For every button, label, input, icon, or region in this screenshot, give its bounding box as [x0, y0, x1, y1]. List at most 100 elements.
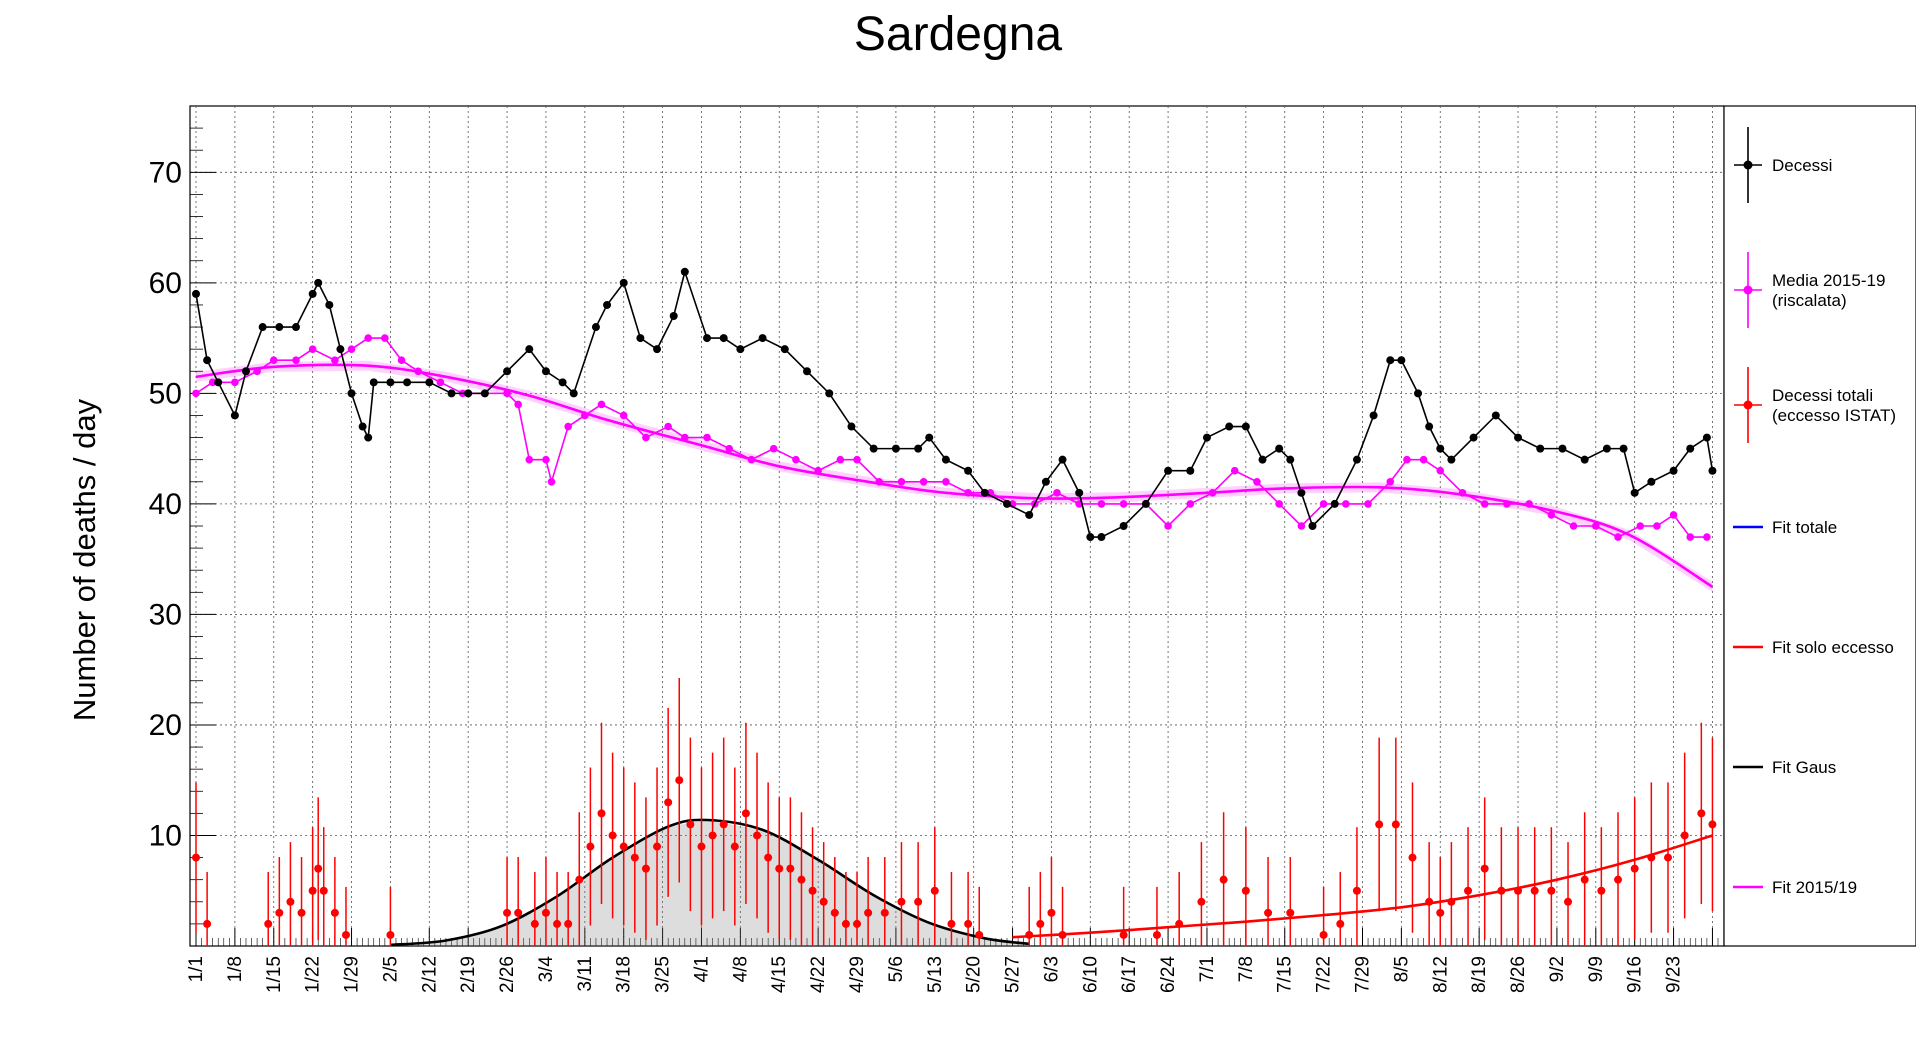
decessi-point: [1097, 533, 1106, 542]
media-2015-19-point: [1208, 489, 1217, 497]
eccesso-point: [541, 908, 550, 917]
eccesso-point: [1319, 930, 1328, 939]
fit-2015-19-band: [196, 360, 1713, 592]
x-tick-label: 6/10: [1080, 956, 1101, 993]
eccesso-point: [1597, 886, 1606, 895]
decessi-point: [1536, 444, 1545, 453]
x-tick-label: 1/22: [303, 956, 324, 993]
decessi-point: [914, 444, 923, 453]
y-tick-label: 50: [149, 377, 182, 410]
x-tick-label: 9/23: [1664, 956, 1685, 993]
eccesso-point: [264, 919, 273, 928]
decessi-point: [275, 323, 284, 332]
legend-label: Fit Gaus: [1772, 758, 1836, 777]
eccesso-point: [330, 908, 339, 917]
decessi-point: [603, 300, 612, 309]
x-tick-label: 4/8: [730, 956, 751, 982]
eccesso-point: [1547, 886, 1556, 895]
grid-lines: [190, 106, 1724, 946]
decessi-point: [447, 389, 456, 398]
media-2015-19-point: [1297, 522, 1306, 530]
x-tick-label: 9/2: [1547, 956, 1568, 982]
eccesso-point: [641, 864, 650, 873]
decessi-point: [591, 323, 600, 332]
media-2015-19-point: [542, 455, 550, 464]
eccesso-point: [553, 919, 562, 928]
eccesso-point: [786, 864, 795, 873]
x-tick-label: 8/19: [1469, 956, 1490, 993]
media-2015-19-point: [253, 367, 261, 376]
eccesso-point: [741, 809, 750, 818]
media-2015-19-point: [397, 356, 406, 365]
x-tick-label: 1/1: [186, 956, 207, 982]
eccesso-point: [1197, 897, 1206, 906]
eccesso-point: [947, 919, 956, 928]
x-tick-label: 6/17: [1119, 956, 1140, 993]
y-tick-label: 60: [149, 267, 182, 300]
x-tick-label: 6/24: [1158, 956, 1179, 993]
x-tick-label: 5/20: [964, 956, 985, 993]
x-tick-label: 7/1: [1197, 956, 1218, 982]
x-tick-label: 3/18: [614, 956, 635, 993]
media-2015-19-point: [681, 433, 689, 442]
eccesso-point: [1564, 897, 1573, 906]
media-2015-19-point: [1480, 500, 1489, 508]
y-tick-label: 70: [149, 156, 182, 189]
eccesso-point: [575, 875, 584, 884]
eccesso-point: [1119, 930, 1128, 939]
eccesso-point: [1058, 930, 1067, 939]
decessi-point: [669, 312, 678, 320]
eccesso-point: [708, 831, 717, 840]
decessi-point: [214, 378, 223, 387]
decessi-point: [203, 356, 212, 365]
media-2015-19-point: [836, 455, 845, 464]
decessi-point: [364, 433, 373, 442]
decessi-point: [1436, 444, 1445, 453]
legend-entry: Decessi: [1734, 127, 1832, 203]
eccesso-point: [1152, 930, 1161, 939]
eccesso-point: [1514, 886, 1523, 895]
x-tick-label: 2/5: [380, 956, 401, 982]
decessi-point: [1025, 510, 1034, 519]
media-2015-19-point: [1547, 511, 1556, 519]
media-2015-19-point: [853, 455, 861, 464]
eccesso-point: [1614, 875, 1623, 884]
eccesso-point: [297, 908, 306, 917]
eccesso-point: [1436, 908, 1445, 917]
decessi-point: [358, 422, 367, 431]
media-2015-19-point: [1569, 522, 1578, 530]
decessi-point: [941, 455, 950, 464]
decessi-point: [980, 488, 989, 497]
eccesso-point: [1647, 853, 1656, 862]
x-tick-label: 7/29: [1352, 956, 1373, 993]
decessi-point: [619, 278, 628, 287]
legend-label: Fit solo eccesso: [1772, 638, 1894, 657]
eccesso-point: [914, 897, 923, 906]
x-tick-label: 2/12: [419, 956, 440, 993]
eccesso-point: [564, 919, 573, 928]
eccesso-point: [1286, 908, 1295, 917]
media-2015-19-point: [769, 444, 778, 453]
legend-entry: Fit Gaus: [1733, 758, 1836, 777]
x-tick-label: 1/8: [225, 956, 246, 982]
media-2015-19-point: [308, 345, 317, 353]
decessi-point: [719, 334, 728, 343]
decessi-point: [541, 367, 550, 376]
decessi-point: [636, 334, 645, 343]
decessi-point: [891, 444, 900, 453]
decessi-point: [1630, 488, 1639, 497]
eccesso-point: [686, 820, 695, 829]
eccesso-point: [675, 776, 684, 785]
decessi-point: [1352, 455, 1361, 464]
x-tick-label: 2/26: [497, 956, 518, 993]
x-tick-label: 8/12: [1430, 956, 1451, 993]
eccesso-point: [808, 886, 817, 895]
decessi-point: [1447, 455, 1456, 464]
eccesso-point: [964, 919, 973, 928]
decessi-point: [780, 345, 789, 354]
eccesso-point: [192, 853, 200, 862]
decessi-point: [230, 411, 239, 420]
eccesso-point: [653, 842, 662, 851]
media-2015-19-point: [814, 466, 822, 475]
y-tick-labels: 10 20 30 40 50 60 70: [149, 156, 182, 852]
